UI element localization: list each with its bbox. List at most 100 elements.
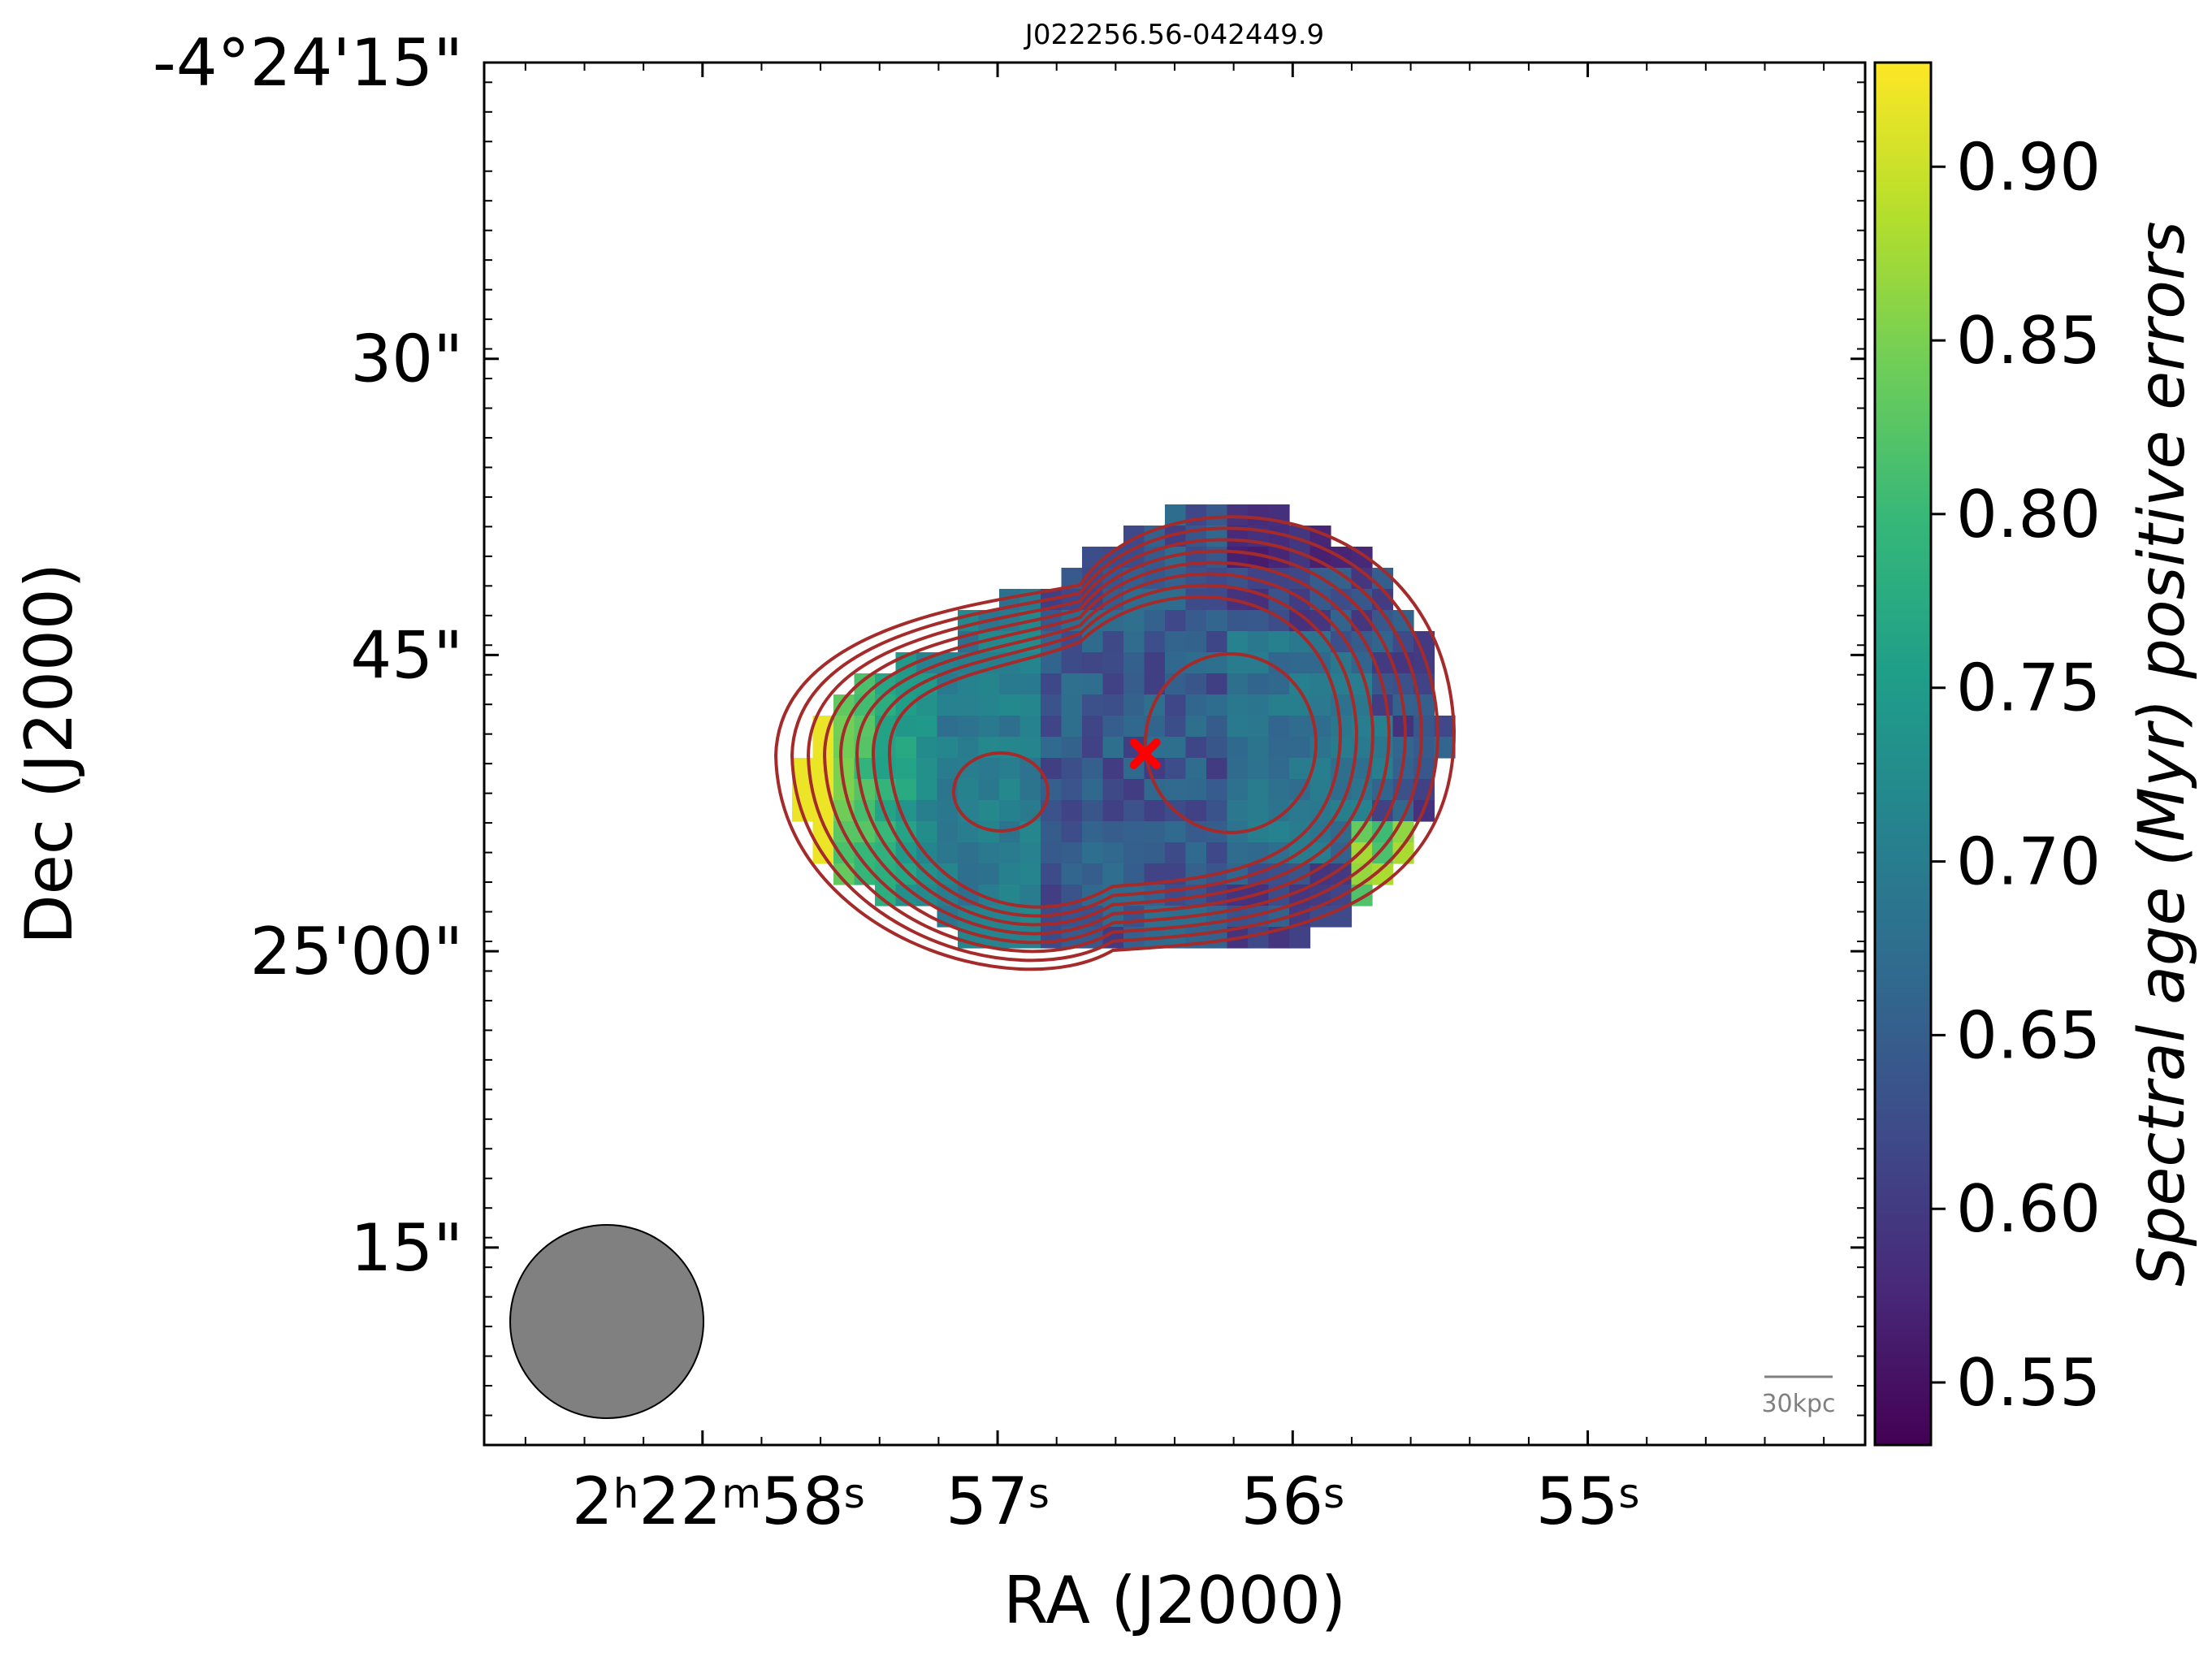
heatmap-cell: [958, 842, 980, 864]
colorbar-gradient: [1873, 61, 1933, 1447]
heatmap-cell: [1185, 800, 1207, 822]
heatmap-cell: [1123, 821, 1145, 843]
heatmap-cell: [1019, 800, 1041, 822]
heatmap-cell: [1019, 821, 1041, 843]
x-tick-label: 57s: [946, 1464, 1050, 1539]
heatmap-cell: [978, 842, 1000, 864]
heatmap-cell: [833, 737, 855, 759]
heatmap-cell: [999, 758, 1021, 780]
heatmap-cell: [1248, 779, 1270, 801]
heatmap-cell: [958, 779, 980, 801]
heatmap-cell: [1227, 758, 1249, 780]
heatmap-cell: [999, 779, 1021, 801]
heatmap-cell: [1309, 737, 1331, 759]
heatmap-cell: [1144, 821, 1166, 843]
heatmap-cell: [937, 737, 959, 759]
heatmap-cell: [916, 716, 938, 738]
heatmap-cell: [978, 673, 1000, 695]
heatmap-cell: [1061, 716, 1083, 738]
heatmap-cell: [916, 800, 938, 822]
heatmap-cell: [1061, 652, 1083, 674]
colorbar-tick-label: 0.60: [1956, 1171, 2101, 1247]
heatmap-cell: [1102, 673, 1124, 695]
heatmap-cell: [1227, 610, 1249, 632]
heatmap-cell: [1019, 737, 1041, 759]
heatmap-cell: [1206, 737, 1228, 759]
heatmap-cell: [1041, 716, 1063, 738]
heatmap-cell: [1227, 779, 1249, 801]
heatmap-cell: [999, 800, 1021, 822]
x-tick-label: 55s: [1536, 1464, 1640, 1539]
scale-bar: 30kpc: [1761, 1375, 1836, 1418]
heatmap-cell: [999, 863, 1021, 885]
heatmap-cell: [1061, 842, 1083, 864]
heatmap-cell: [1082, 737, 1104, 759]
y-tick-label: -4°24'15": [153, 25, 463, 101]
heatmap-cell: [958, 694, 980, 716]
y-axis-label: Dec (J2000): [11, 563, 87, 945]
heatmap-cell: [1019, 673, 1041, 695]
heatmap-cell: [1248, 631, 1270, 653]
heatmap-cell: [1144, 631, 1166, 653]
contour-line: [790, 526, 1440, 963]
contour-line: [855, 572, 1375, 927]
heatmap-cell: [1372, 694, 1394, 716]
heatmap-cell: [1227, 504, 1249, 526]
heatmap-cell: [1123, 716, 1145, 738]
heatmap-cell: [1289, 716, 1311, 738]
heatmap-cell: [978, 716, 1000, 738]
heatmap-cell: [1019, 716, 1041, 738]
heatmap-cell: [1041, 885, 1063, 906]
heatmap-cell: [1206, 673, 1228, 695]
heatmap-cell: [1206, 842, 1228, 864]
colorbar-tick-label: 0.90: [1956, 129, 2101, 205]
heatmap-cell: [1268, 631, 1290, 653]
heatmap-cell: [1206, 694, 1228, 716]
colorbar: 0.55 0.60 0.65 0.70 0.75 0.80 0.85 0.90 Spectra…: [1873, 61, 2199, 1447]
heatmap-cell: [1123, 800, 1145, 822]
colorbar-tick-label: 0.55: [1956, 1345, 2101, 1421]
x-tick-label: 56s: [1240, 1464, 1344, 1539]
heatmap-cell: [937, 694, 959, 716]
y-tick-label: 15": [350, 1210, 463, 1286]
heatmap-cell: [1041, 779, 1063, 801]
heatmap-cell: [1082, 779, 1104, 801]
heatmap-cell: [1102, 842, 1124, 864]
heatmap-cell: [937, 821, 959, 843]
heatmap-cell: [1227, 673, 1249, 695]
heatmap-cell: [978, 863, 1000, 885]
heatmap-cell: [1248, 737, 1270, 759]
heatmap-cell: [1019, 694, 1041, 716]
source-marker: [1129, 738, 1161, 769]
heatmap-cell: [1227, 737, 1249, 759]
contour-line: [887, 595, 1343, 909]
heatmap-cell: [916, 779, 938, 801]
heatmap-cell: [1248, 716, 1270, 738]
heatmap-cell: [1082, 821, 1104, 843]
colorbar-label: Spectral age (Myr) positive errors: [2126, 221, 2199, 1286]
heatmap-cell: [1123, 652, 1145, 674]
heatmap-cell: [937, 758, 959, 780]
heatmap-cell: [916, 758, 938, 780]
heatmap-cell: [1144, 800, 1166, 822]
heatmap-cell: [1165, 758, 1187, 780]
heatmap-cell: [1041, 737, 1063, 759]
heatmap-cell: [1227, 694, 1249, 716]
colorbar-tick-label: 0.70: [1956, 824, 2101, 900]
heatmap-cell: [1061, 821, 1083, 843]
contour-peak: [1144, 652, 1318, 834]
heatmap-cell: [1309, 694, 1331, 716]
heatmap-cell: [1123, 610, 1145, 632]
colorbar-tick-label: 0.65: [1956, 997, 2101, 1073]
heatmap-cell: [1206, 800, 1228, 822]
heatmap-cell: [1185, 842, 1207, 864]
heatmap-cell: [1165, 842, 1187, 864]
heatmap-cell: [999, 694, 1021, 716]
heatmap-cell: [1185, 863, 1207, 885]
heatmap-cell: [1165, 821, 1187, 843]
heatmap-cell: [1082, 631, 1104, 653]
heatmap-cell: [875, 737, 897, 759]
heatmap-cell: [1268, 821, 1290, 843]
heatmap-cell: [1206, 716, 1228, 738]
